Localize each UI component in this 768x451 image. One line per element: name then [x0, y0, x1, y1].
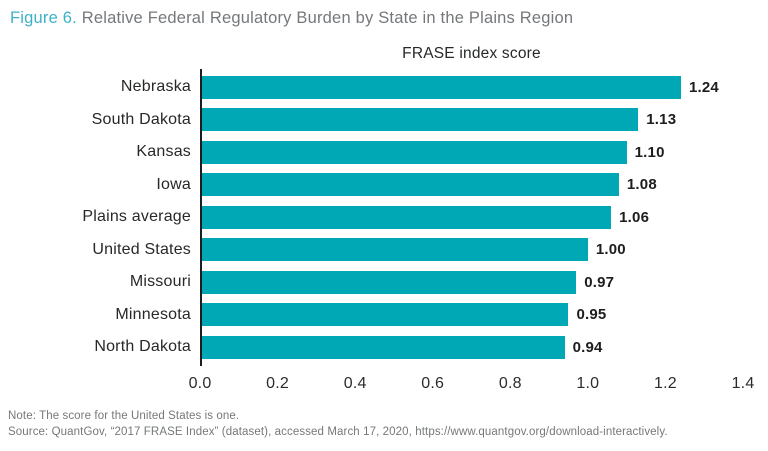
figure-panel: Figure 6. Relative Federal Regulatory Bu… [0, 0, 768, 438]
bar [200, 303, 569, 327]
value-label: 1.06 [619, 208, 650, 226]
x-tick-label: 0.4 [343, 374, 367, 392]
value-label: 1.08 [626, 176, 657, 194]
category-label: Minnesota [115, 305, 191, 323]
x-tick-label: 0.8 [498, 374, 522, 392]
x-tick-label: 1.0 [576, 374, 600, 392]
chart-row: Missouri 0.97 [0, 266, 743, 299]
category-label: South Dakota [91, 110, 191, 128]
bar-track: 1.00 [200, 238, 743, 262]
bar-track: 1.10 [200, 140, 743, 164]
bar [200, 335, 565, 359]
bar [200, 140, 627, 164]
bar [200, 205, 612, 229]
value-label: 1.13 [646, 111, 677, 129]
x-tick-label: 0.0 [188, 374, 212, 392]
x-tick-label: 1.4 [731, 374, 755, 392]
source-text: Source: QuantGov, “2017 FRASE Index” (da… [8, 426, 668, 438]
footnotes: Note: The score for the United States is… [8, 408, 668, 440]
category-label: North Dakota [94, 338, 191, 356]
chart-row: United States 1.00 [0, 234, 743, 267]
x-axis-ticks: 0.0 0.2 0.4 0.6 0.8 1.0 1.2 1.4 [189, 374, 755, 395]
category-label: Plains average [82, 208, 191, 226]
chart-row: Kansas 1.10 [0, 136, 743, 169]
bar-track: 0.95 [200, 303, 743, 327]
category-label: Nebraska [120, 78, 191, 96]
bar-track: 1.08 [200, 173, 743, 197]
figure-title: Figure 6. Relative Federal Regulatory Bu… [0, 0, 768, 29]
bar [200, 238, 588, 262]
bar [200, 108, 639, 132]
bar-track: 0.97 [200, 270, 743, 294]
value-label: 1.24 [688, 78, 719, 96]
bar [200, 173, 619, 197]
y-axis-line [200, 69, 202, 366]
bar-track: 1.24 [200, 75, 743, 99]
bar-chart: FRASE index score Nebraska 1.24 South Dako… [0, 45, 755, 395]
figure-title-text: Relative Federal Regulatory Burden by St… [76, 9, 574, 27]
value-label: 0.95 [576, 306, 607, 324]
bar [200, 75, 681, 99]
bar-track: 1.06 [200, 205, 743, 229]
chart-row: Minnesota 0.95 [0, 299, 743, 332]
category-label: United States [92, 240, 191, 258]
value-label: 1.00 [595, 241, 626, 259]
chart-row: South Dakota 1.13 [0, 104, 743, 137]
value-label: 1.10 [634, 143, 665, 161]
x-tick-label: 0.2 [266, 374, 289, 392]
chart-row: Iowa 1.08 [0, 169, 743, 202]
chart-row: North Dakota 0.94 [0, 331, 743, 364]
bar-track: 1.13 [200, 108, 743, 132]
x-tick-label: 1.2 [654, 374, 677, 392]
chart-title: FRASE index score [402, 45, 541, 62]
note-text: Note: The score for the United States is… [8, 410, 240, 422]
bar [200, 270, 577, 294]
category-label: Iowa [156, 175, 191, 193]
value-label: 0.97 [584, 273, 615, 291]
category-label: Missouri [129, 273, 191, 291]
category-label: Kansas [136, 143, 191, 161]
figure-number: Figure 6. [10, 9, 77, 27]
chart-row: Nebraska 1.24 [0, 71, 743, 104]
chart-rows: Nebraska 1.24 South Dakota 1.13 Kansas 1.10 Io… [0, 69, 743, 366]
bar-track: 0.94 [200, 335, 743, 359]
value-label: 0.94 [572, 338, 603, 356]
chart-row: Plains average 1.06 [0, 201, 743, 234]
x-tick-label: 0.6 [421, 374, 445, 392]
